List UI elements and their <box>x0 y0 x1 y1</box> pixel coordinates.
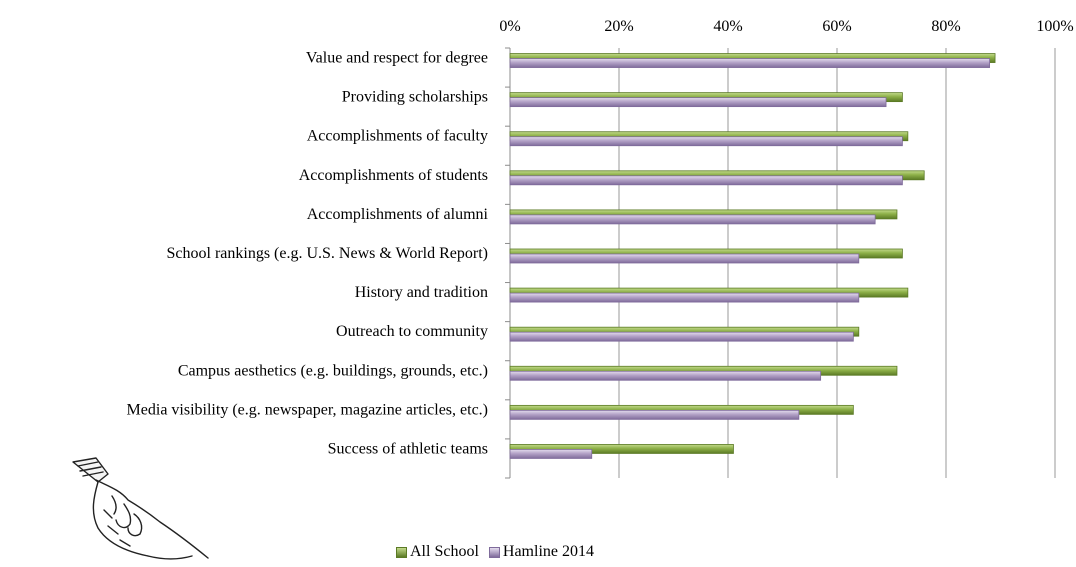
x-tick-label: 100% <box>1036 18 1073 35</box>
x-tick-label: 60% <box>822 18 851 35</box>
category-label: Campus aesthetics (e.g. buildings, groun… <box>178 362 488 379</box>
bar-hamline-2014-9 <box>509 370 822 381</box>
bar-hamline-2014-11 <box>509 449 593 459</box>
bar-hamline-2014-2 <box>509 97 887 108</box>
category-label: Accomplishments of faculty <box>307 128 488 145</box>
category-label: Value and respect for degree <box>306 50 488 67</box>
bar-hamline-2014-6 <box>509 253 860 264</box>
category-label: History and tradition <box>355 284 488 301</box>
category-label: Accomplishments of alumni <box>307 206 489 223</box>
bar-all-school-11 <box>509 444 734 454</box>
category-label: School rankings (e.g. U.S. News & World … <box>167 245 489 262</box>
legend-item-hamline-2014: Hamline 2014 <box>488 543 594 561</box>
y-axis-categories: Value and respect for degree Providing sc… <box>127 50 489 458</box>
bar-hamline-2014-5 <box>509 214 876 225</box>
pointing-hand-icon <box>72 457 209 560</box>
category-label: Outreach to community <box>336 323 488 340</box>
legend-label-hamline-2014: Hamline 2014 <box>502 543 594 560</box>
x-tick-label: 40% <box>713 18 742 35</box>
bar-hamline-2014-7 <box>509 292 860 303</box>
bars <box>509 53 996 459</box>
bar-hamline-2014-10 <box>509 409 800 420</box>
legend-item-all-school: All School <box>396 543 479 561</box>
x-axis-ticks: 0% 20% 40% 60% 80% 100% <box>499 18 1073 35</box>
category-label: Providing scholarships <box>342 89 488 106</box>
category-label: Success of athletic teams <box>328 440 488 457</box>
bar-hamline-2014-8 <box>509 331 854 342</box>
category-label: Media visibility (e.g. newspaper, magazi… <box>127 401 488 418</box>
bar-hamline-2014-4 <box>509 175 903 186</box>
x-tick-label: 20% <box>604 18 633 35</box>
legend-label-all-school: All School <box>410 543 479 560</box>
x-tick-label: 80% <box>931 18 960 35</box>
x-tick-label: 0% <box>499 18 520 35</box>
legend: All School Hamline 2014 <box>396 543 594 561</box>
bar-hamline-2014-1 <box>509 58 991 68</box>
legend-swatch-hamline-2014 <box>488 546 500 558</box>
bar-hamline-2014-3 <box>509 136 903 147</box>
bar-chart: 0% 20% 40% 60% 80% 100% Value and respect for… <box>127 18 1074 479</box>
category-label: Accomplishments of students <box>299 167 488 184</box>
legend-swatch-all-school <box>396 546 407 558</box>
